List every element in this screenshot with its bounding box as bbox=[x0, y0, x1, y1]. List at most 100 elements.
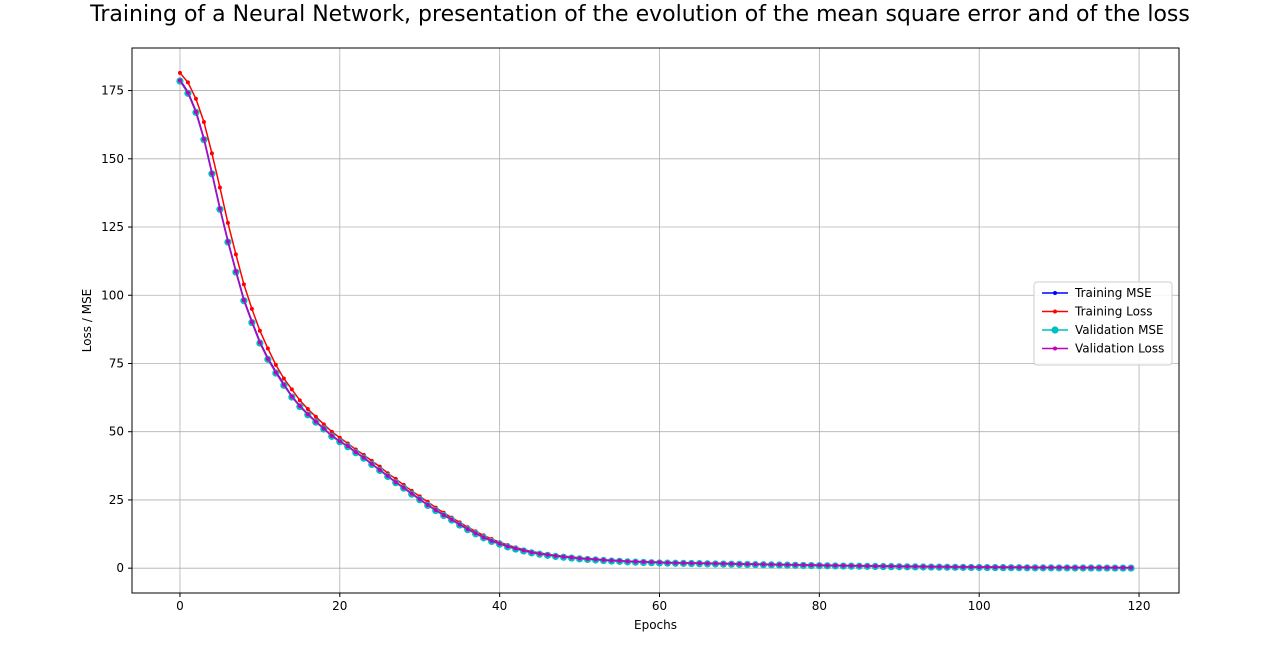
validation-loss-point bbox=[721, 561, 726, 566]
validation-loss-point bbox=[993, 565, 998, 570]
training-loss-point bbox=[313, 414, 318, 419]
validation-loss-point bbox=[657, 560, 662, 565]
validation-loss-point bbox=[977, 565, 982, 570]
validation-loss-point bbox=[713, 561, 718, 566]
validation-loss-point bbox=[361, 455, 366, 460]
validation-loss-point bbox=[689, 561, 694, 566]
validation-loss-point bbox=[473, 531, 478, 536]
validation-loss-point bbox=[961, 564, 966, 569]
validation-loss-point bbox=[577, 556, 582, 561]
validation-loss-point bbox=[225, 239, 230, 244]
training-mse-line bbox=[179, 79, 1132, 569]
validation-loss-point bbox=[761, 562, 766, 567]
validation-loss-point bbox=[545, 552, 550, 557]
validation-loss-point bbox=[817, 563, 822, 568]
x-tick-label: 100 bbox=[968, 599, 991, 613]
validation-loss-point bbox=[377, 467, 382, 472]
validation-loss-point bbox=[857, 563, 862, 568]
validation-loss-point bbox=[809, 563, 814, 568]
legend: Training MSE Training Loss Validation MSE V… bbox=[1033, 281, 1173, 366]
validation-loss-point bbox=[905, 564, 910, 569]
validation-loss-point bbox=[1081, 565, 1086, 570]
training-loss-point bbox=[177, 70, 182, 75]
validation-loss-point bbox=[457, 522, 462, 527]
validation-loss-point bbox=[697, 561, 702, 566]
validation-loss-point bbox=[289, 394, 294, 399]
validation-loss-point bbox=[185, 90, 190, 95]
validation-loss-point bbox=[585, 556, 590, 561]
grid-lines bbox=[132, 48, 1179, 593]
x-tick-label: 40 bbox=[492, 599, 507, 613]
legend-box bbox=[1033, 281, 1173, 366]
validation-loss-point bbox=[1065, 565, 1070, 570]
series-training-mse bbox=[177, 77, 1134, 570]
validation-loss-point bbox=[1041, 565, 1046, 570]
validation-loss-point bbox=[1057, 565, 1062, 570]
legend-marker-validation-loss bbox=[1053, 346, 1057, 351]
series-layer bbox=[176, 70, 1135, 572]
validation-loss-point bbox=[1017, 565, 1022, 570]
validation-loss-point bbox=[217, 206, 222, 211]
training-loss-point bbox=[321, 422, 326, 427]
validation-loss-point bbox=[393, 480, 398, 485]
validation-loss-point bbox=[417, 497, 422, 502]
training-loss-point bbox=[209, 151, 214, 156]
training-loss-line bbox=[179, 72, 1132, 569]
y-tick-label: 100 bbox=[101, 288, 124, 302]
validation-loss-point bbox=[1105, 565, 1110, 570]
legend-label-training-mse: Training MSE bbox=[1074, 286, 1152, 300]
training-loss-point bbox=[241, 282, 246, 287]
legend-marker-validation-mse bbox=[1051, 326, 1059, 334]
training-loss-point bbox=[305, 407, 310, 412]
validation-mse-line bbox=[179, 80, 1132, 569]
validation-loss-point bbox=[569, 555, 574, 560]
validation-loss-point bbox=[209, 171, 214, 176]
validation-loss-point bbox=[793, 562, 798, 567]
validation-loss-point bbox=[401, 485, 406, 490]
validation-loss-point bbox=[705, 561, 710, 566]
validation-loss-point bbox=[1129, 565, 1134, 570]
validation-loss-point bbox=[353, 450, 358, 455]
validation-loss-point bbox=[409, 491, 414, 496]
validation-loss-point bbox=[633, 559, 638, 564]
validation-loss-point bbox=[481, 535, 486, 540]
validation-loss-point bbox=[329, 433, 334, 438]
validation-loss-point bbox=[593, 557, 598, 562]
validation-loss-point bbox=[305, 412, 310, 417]
training-loss-point bbox=[233, 252, 238, 257]
validation-loss-point bbox=[345, 444, 350, 449]
x-tick-label: 120 bbox=[1128, 599, 1151, 613]
validation-loss-point bbox=[921, 564, 926, 569]
training-loss-point bbox=[193, 96, 198, 101]
training-loss-point bbox=[297, 398, 302, 403]
validation-loss-point bbox=[937, 564, 942, 569]
legend-label-training-loss: Training Loss bbox=[1074, 305, 1152, 319]
validation-loss-point bbox=[609, 558, 614, 563]
validation-loss-point bbox=[681, 560, 686, 565]
validation-loss-point bbox=[537, 551, 542, 556]
validation-loss-point bbox=[505, 544, 510, 549]
validation-loss-point bbox=[769, 562, 774, 567]
training-loss-point bbox=[257, 328, 262, 333]
x-tick-label: 80 bbox=[812, 599, 827, 613]
training-loss-point bbox=[217, 185, 222, 190]
validation-loss-point bbox=[785, 562, 790, 567]
training-loss-point bbox=[249, 306, 254, 311]
validation-loss-point bbox=[601, 557, 606, 562]
validation-loss-point bbox=[873, 564, 878, 569]
validation-loss-point bbox=[897, 564, 902, 569]
validation-loss-point bbox=[841, 563, 846, 568]
validation-loss-point bbox=[865, 563, 870, 568]
validation-loss-point bbox=[849, 563, 854, 568]
validation-loss-point bbox=[233, 269, 238, 274]
validation-loss-point bbox=[1001, 565, 1006, 570]
x-axis-label: Epochs bbox=[634, 618, 677, 632]
legend-label-validation-mse: Validation MSE bbox=[1075, 323, 1164, 337]
validation-loss-point bbox=[985, 565, 990, 570]
plot-frame bbox=[131, 47, 1180, 594]
validation-loss-point bbox=[801, 563, 806, 568]
validation-loss-point bbox=[561, 554, 566, 559]
y-tick-label: 50 bbox=[109, 425, 124, 439]
validation-loss-point bbox=[513, 546, 518, 551]
y-tick-label: 0 bbox=[116, 561, 124, 575]
